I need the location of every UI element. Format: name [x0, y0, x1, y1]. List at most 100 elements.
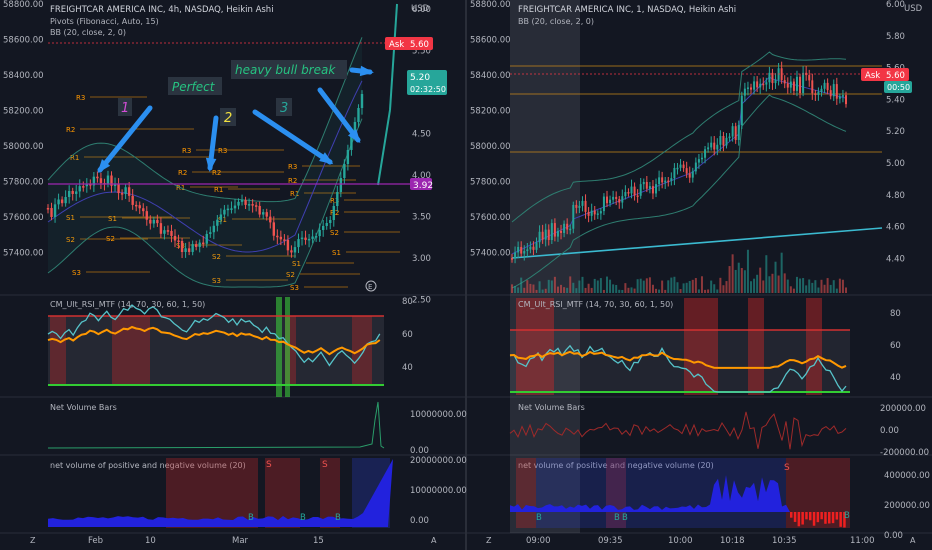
right-axis-label: 4.40 — [886, 254, 905, 264]
nv-buy-marker: B — [844, 511, 850, 521]
candle — [523, 251, 526, 254]
volume-bar — [734, 269, 737, 293]
volume-bar — [826, 278, 829, 293]
candle — [92, 176, 96, 186]
candle — [731, 126, 734, 137]
rsi-axis-label: 60 — [890, 341, 901, 351]
candle — [615, 196, 618, 200]
candle — [587, 211, 590, 216]
candle — [113, 184, 117, 187]
candle — [642, 182, 645, 185]
candle-series — [46, 90, 364, 259]
candle — [716, 144, 719, 150]
candle — [138, 205, 141, 209]
rsi-overbought-zone — [285, 316, 296, 386]
candle — [159, 223, 163, 234]
candle — [658, 177, 661, 185]
volume-bar — [517, 287, 520, 293]
volume-bar — [750, 281, 753, 293]
nv-sell-marker: S — [266, 460, 272, 470]
ask-badge[interactable] — [861, 68, 909, 81]
candle — [99, 178, 103, 184]
nv-buy-marker: B — [335, 513, 341, 523]
last-price-badge — [407, 70, 447, 95]
rsi-axis-label: 40 — [890, 373, 901, 383]
nv-axis-label: 400000.00 — [884, 471, 930, 481]
candle — [173, 235, 177, 241]
volume-bar — [829, 284, 832, 293]
candle — [786, 83, 789, 88]
nv-axis-label: 10000000.00 — [410, 486, 467, 496]
candle — [627, 192, 630, 194]
candle — [514, 252, 517, 259]
volume-bar — [550, 280, 553, 293]
candle — [276, 235, 279, 238]
volume-bar — [676, 282, 679, 293]
candle — [685, 168, 688, 174]
candle — [609, 199, 612, 204]
candle — [71, 190, 74, 194]
event-marker[interactable] — [365, 280, 377, 292]
nv-sell-zone — [320, 458, 340, 528]
level-price-tag — [410, 178, 432, 190]
right-axis-label: 5.80 — [886, 32, 905, 42]
volume-bar — [777, 275, 780, 293]
nv-negative-bar — [843, 512, 846, 528]
rsi-axis-label: 60 — [402, 330, 413, 340]
candle — [762, 83, 765, 86]
nv-negative-bar — [801, 512, 804, 525]
pivot-label: S1 — [292, 260, 301, 268]
right-axis-label: 5.20 — [886, 127, 905, 137]
candle — [520, 246, 523, 254]
candle — [676, 167, 679, 170]
annotation-break: heavy bull break — [235, 63, 336, 77]
pivot-label: R2 — [212, 169, 221, 177]
volume-bar — [841, 279, 844, 293]
candle — [191, 244, 194, 252]
candle — [753, 81, 756, 90]
candle — [325, 223, 328, 226]
right-axis-label: 6.00 — [412, 5, 431, 15]
candle — [633, 186, 636, 196]
candle — [560, 230, 563, 233]
candle — [223, 209, 226, 215]
candle — [124, 187, 127, 194]
volume-bar — [805, 285, 808, 293]
rsi-oversold-zone — [276, 297, 282, 397]
candle — [679, 164, 682, 168]
pivot-label: R1 — [70, 154, 79, 162]
ask-badge[interactable] — [385, 37, 433, 50]
candle — [569, 228, 572, 231]
rsi-overbought-zone — [684, 298, 718, 395]
candle — [817, 91, 820, 95]
nvb-line — [509, 411, 847, 450]
candle — [300, 237, 304, 240]
candle — [336, 192, 339, 206]
volume-bar — [789, 286, 792, 293]
candle — [194, 244, 198, 247]
candle — [272, 222, 275, 236]
annotation-arrow-3a-head — [319, 152, 334, 165]
nv-buy-marker: B — [248, 513, 254, 523]
currency-label: USD — [904, 4, 923, 14]
candle — [655, 184, 658, 194]
candle — [82, 186, 85, 188]
candle — [673, 167, 676, 179]
auto-scale-icon: A — [910, 536, 916, 545]
left-axis-label: 57800.00 — [3, 178, 44, 188]
pivot-label: S1 — [332, 249, 341, 257]
candle — [145, 211, 148, 220]
volume-bar — [605, 276, 608, 293]
nv-buy-marker: B — [300, 513, 306, 523]
time-label: 10:00 — [668, 536, 693, 546]
volume-bar — [612, 284, 615, 293]
candle — [832, 84, 835, 97]
nvb-title: Net Volume Bars — [518, 403, 585, 412]
candle — [89, 184, 92, 186]
volume-bar — [648, 277, 651, 293]
candle — [230, 208, 233, 210]
volume-bar — [581, 276, 584, 293]
candle — [710, 142, 713, 148]
pivot-label: S2 — [66, 236, 75, 244]
